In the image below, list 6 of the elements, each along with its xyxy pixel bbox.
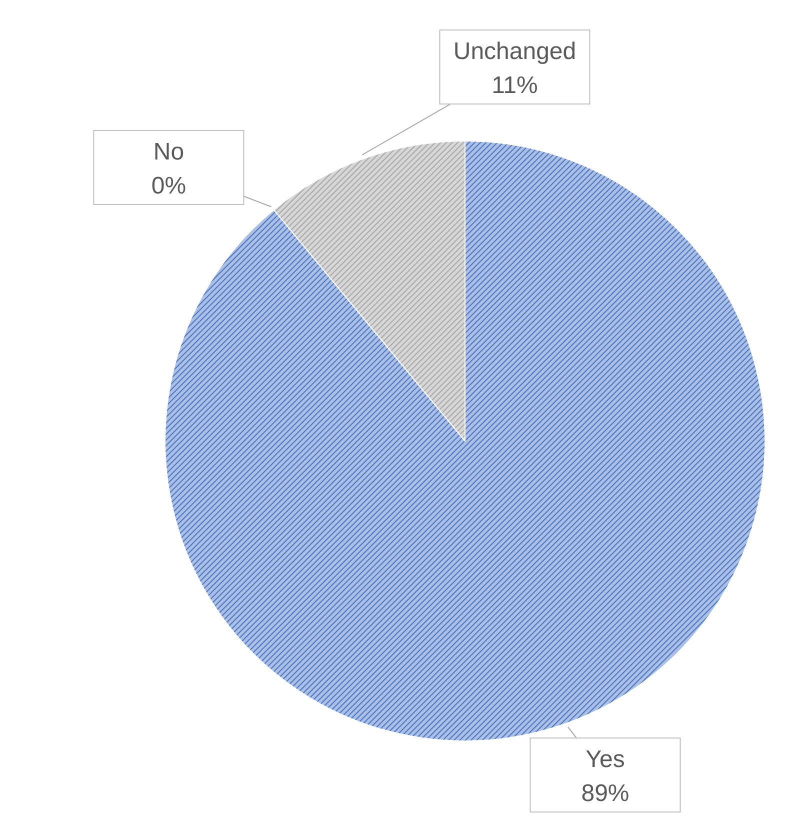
data-label: 11% bbox=[492, 72, 538, 99]
data-label: 89% bbox=[581, 780, 630, 808]
slice-label: Unchanged bbox=[453, 38, 576, 65]
slice-label: Yes bbox=[586, 746, 625, 774]
category-label: No bbox=[153, 138, 184, 166]
text: 0% bbox=[151, 172, 186, 200]
